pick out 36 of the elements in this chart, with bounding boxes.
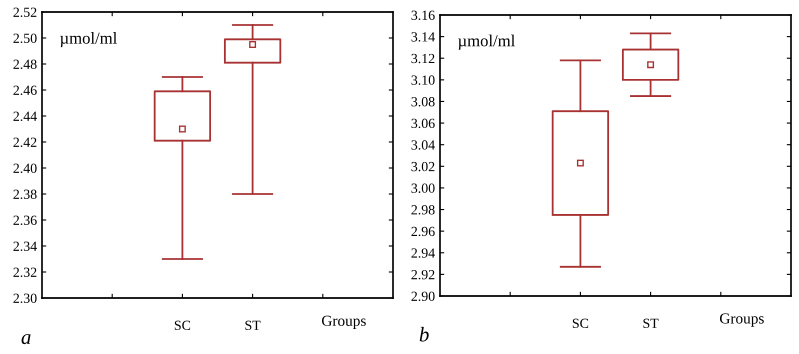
y-tick-label: 3.14 — [411, 32, 435, 42]
y-tick-label: 2.90 — [411, 292, 435, 302]
y-tick-label: 2.30 — [13, 294, 37, 304]
x-tick-label: ST — [643, 318, 658, 328]
annotation: µmol/ml — [458, 34, 515, 50]
y-tick-label: 3.00 — [411, 184, 435, 193]
y-tick-label: 2.32 — [13, 268, 36, 278]
y-tick-label: 2.42 — [13, 138, 36, 148]
y-tick-label: 2.98 — [411, 205, 435, 215]
x-tick-label: SC — [572, 318, 588, 328]
y-tick-label: 2.96 — [411, 226, 435, 236]
y-tick-label: 2.94 — [411, 248, 435, 258]
x-tick-label: ST — [245, 320, 260, 330]
y-tick-label: 3.02 — [411, 162, 434, 172]
x-tick-label: SC — [174, 320, 190, 330]
y-tick-label: 2.40 — [13, 164, 37, 174]
y-tick-label: 2.48 — [13, 60, 37, 70]
y-tick-label: 2.46 — [13, 86, 37, 96]
y-tick-label: 2.92 — [411, 270, 434, 280]
y-tick-label: 2.38 — [13, 190, 37, 200]
y-tick-label: 3.08 — [411, 97, 435, 106]
y-tick-label: 3.12 — [411, 54, 434, 64]
text: b — [420, 326, 429, 342]
x-axis-title: Groups — [322, 316, 366, 330]
y-tick-label: 3.10 — [411, 75, 435, 85]
y-tick-label: 3.04 — [411, 140, 435, 150]
y-tick-label: 2.52 — [13, 8, 36, 18]
x-axis-title: Groups — [720, 313, 764, 327]
y-tick-label: 3.06 — [411, 118, 435, 128]
y-tick-label: 3.16 — [411, 10, 435, 20]
y-tick-label: 2.44 — [13, 112, 37, 122]
y-tick-label: 2.34 — [13, 242, 37, 252]
text: a — [22, 334, 31, 344]
y-tick-label: 2.36 — [13, 216, 37, 226]
annotation: µmol/ml — [60, 32, 117, 48]
y-tick-label: 2.50 — [13, 34, 37, 44]
